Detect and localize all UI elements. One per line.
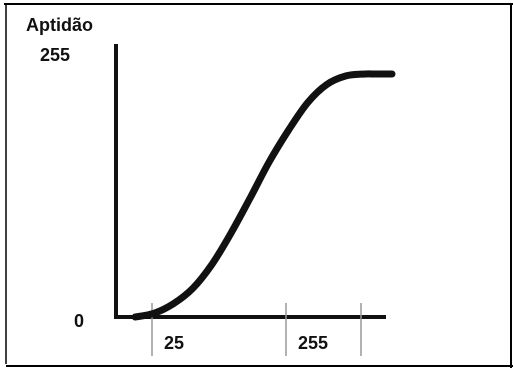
frame bbox=[4, 3, 513, 368]
y-axis-label: Aptidão bbox=[26, 15, 93, 35]
y-tick-label-zero: 0 bbox=[74, 311, 84, 331]
x-ticks: 25 255 bbox=[151, 303, 362, 356]
fitness-curve bbox=[131, 70, 396, 321]
x-tick-label: 25 bbox=[164, 333, 184, 353]
y-tick-label-top: 255 bbox=[40, 45, 70, 65]
x-tick-label: 255 bbox=[298, 333, 328, 353]
